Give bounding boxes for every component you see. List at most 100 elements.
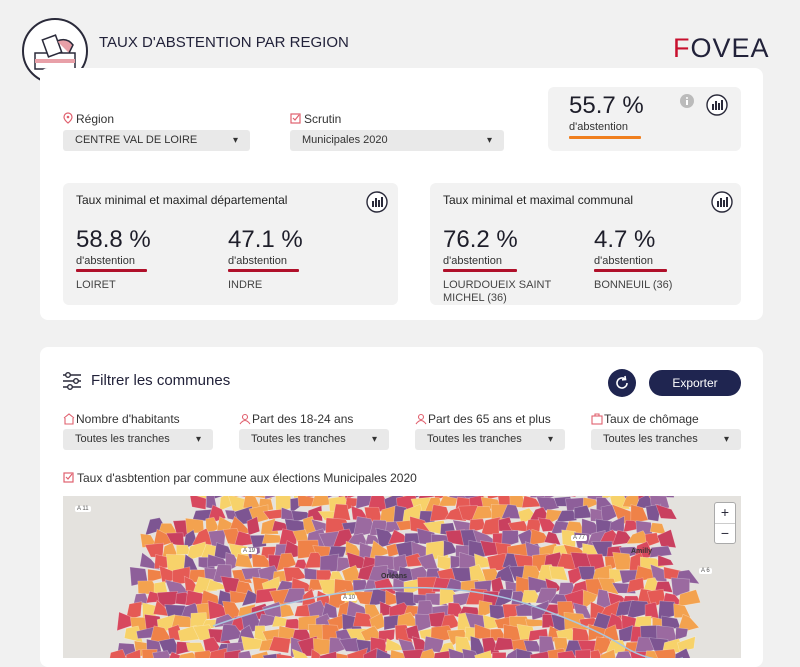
commune[interactable] bbox=[208, 647, 228, 658]
commune[interactable] bbox=[417, 496, 440, 501]
river bbox=[212, 586, 683, 658]
communal-title: Taux minimal et maximal communal bbox=[443, 193, 634, 207]
commune[interactable] bbox=[319, 651, 339, 658]
commune[interactable] bbox=[645, 503, 662, 522]
commune[interactable] bbox=[601, 496, 620, 499]
commune[interactable] bbox=[572, 627, 591, 645]
filter-label: Part des 18-24 ans bbox=[252, 412, 354, 426]
chart-button[interactable] bbox=[711, 191, 733, 213]
chart-button[interactable] bbox=[706, 94, 728, 116]
commune[interactable] bbox=[574, 649, 591, 658]
com-min-caption: d'abstention bbox=[594, 255, 653, 267]
scrutin-dropdown[interactable]: Municipales 2020 bbox=[290, 130, 504, 151]
region-dropdown[interactable]: CENTRE VAL DE LOIRE bbox=[63, 130, 250, 151]
commune[interactable] bbox=[461, 648, 483, 658]
commune[interactable] bbox=[557, 496, 577, 498]
commune[interactable] bbox=[677, 636, 696, 652]
commune[interactable] bbox=[444, 507, 468, 522]
commune[interactable] bbox=[509, 496, 526, 509]
commune[interactable] bbox=[678, 589, 701, 607]
commune[interactable] bbox=[276, 653, 299, 658]
scrutin-label: Scrutin bbox=[304, 112, 342, 126]
commune[interactable] bbox=[332, 503, 351, 521]
commune[interactable] bbox=[279, 603, 295, 618]
filter-dropdown[interactable]: Toutes les tranches bbox=[591, 429, 741, 450]
filter-dropdown[interactable]: Toutes les tranches bbox=[63, 429, 213, 450]
commune[interactable] bbox=[125, 648, 141, 658]
commune[interactable] bbox=[178, 651, 201, 658]
commune[interactable] bbox=[268, 636, 291, 654]
commune[interactable] bbox=[394, 624, 414, 645]
zoom-out[interactable]: − bbox=[720, 525, 730, 541]
city-label: Orléans bbox=[381, 573, 408, 580]
commune[interactable] bbox=[223, 649, 242, 658]
commune[interactable] bbox=[390, 649, 410, 658]
commune[interactable] bbox=[345, 496, 366, 500]
commune[interactable] bbox=[402, 649, 428, 658]
commune[interactable] bbox=[555, 509, 578, 523]
commune[interactable] bbox=[656, 529, 677, 549]
commune[interactable] bbox=[529, 650, 551, 658]
commune[interactable] bbox=[310, 648, 326, 658]
commune[interactable] bbox=[613, 650, 635, 658]
commune[interactable] bbox=[375, 648, 395, 658]
city-label: Amilly bbox=[631, 548, 653, 555]
commune[interactable] bbox=[670, 577, 690, 598]
chart-button[interactable] bbox=[366, 191, 388, 213]
commune[interactable] bbox=[189, 496, 207, 510]
commune[interactable] bbox=[674, 627, 689, 641]
commune[interactable] bbox=[543, 531, 562, 546]
commune[interactable] bbox=[432, 650, 452, 658]
commune[interactable] bbox=[246, 516, 261, 536]
filter-dropdown[interactable]: Toutes les tranches bbox=[415, 429, 565, 450]
commune[interactable] bbox=[108, 648, 129, 658]
export-button[interactable]: Exporter bbox=[649, 370, 741, 396]
commune[interactable] bbox=[599, 648, 617, 658]
commune[interactable] bbox=[336, 652, 353, 658]
commune[interactable] bbox=[589, 649, 604, 658]
commune[interactable] bbox=[493, 588, 514, 611]
filter-dropdown[interactable]: Toutes les tranches bbox=[239, 429, 389, 450]
filter-title: Filtrer les communes bbox=[91, 372, 231, 389]
commune[interactable] bbox=[491, 652, 507, 658]
road-label: A 77 bbox=[571, 535, 588, 541]
zoom-in[interactable]: + bbox=[715, 503, 735, 524]
commune[interactable] bbox=[548, 565, 569, 581]
commune[interactable] bbox=[655, 503, 678, 520]
commune[interactable] bbox=[438, 496, 458, 507]
commune[interactable] bbox=[657, 554, 675, 567]
logo: FOVEA bbox=[673, 33, 770, 64]
road-label: A 19 bbox=[241, 548, 258, 554]
summary-box bbox=[548, 87, 741, 151]
commune[interactable] bbox=[125, 601, 143, 622]
map-title: Taux d'asbtention par commune aux électi… bbox=[77, 471, 417, 485]
map[interactable]: Orléans Amilly A 10 A 19 A 77 A 6 A 11 + − bbox=[63, 496, 741, 658]
filter-icon bbox=[591, 413, 603, 425]
commune[interactable] bbox=[654, 648, 678, 658]
reset-button[interactable] bbox=[608, 369, 636, 397]
commune[interactable] bbox=[362, 647, 379, 658]
commune[interactable] bbox=[557, 650, 578, 658]
commune[interactable] bbox=[166, 651, 186, 658]
commune[interactable] bbox=[291, 648, 312, 658]
commune[interactable] bbox=[249, 534, 268, 549]
commune[interactable] bbox=[234, 553, 254, 569]
commune[interactable] bbox=[674, 647, 693, 658]
commune[interactable] bbox=[261, 533, 282, 544]
info-button[interactable] bbox=[680, 94, 694, 108]
commune[interactable] bbox=[194, 650, 216, 658]
commune[interactable] bbox=[582, 589, 598, 610]
commune[interactable] bbox=[346, 647, 368, 658]
commune[interactable] bbox=[649, 545, 673, 558]
commune[interactable] bbox=[474, 650, 493, 658]
commune[interactable] bbox=[238, 650, 253, 658]
commune[interactable] bbox=[152, 650, 172, 658]
commune[interactable] bbox=[644, 650, 659, 658]
commune[interactable] bbox=[264, 496, 281, 500]
commune[interactable] bbox=[447, 647, 469, 658]
commune[interactable] bbox=[630, 504, 649, 524]
commune[interactable] bbox=[501, 530, 519, 549]
com-max-caption: d'abstention bbox=[443, 255, 502, 267]
commune[interactable] bbox=[417, 648, 438, 658]
commune[interactable] bbox=[673, 603, 691, 619]
